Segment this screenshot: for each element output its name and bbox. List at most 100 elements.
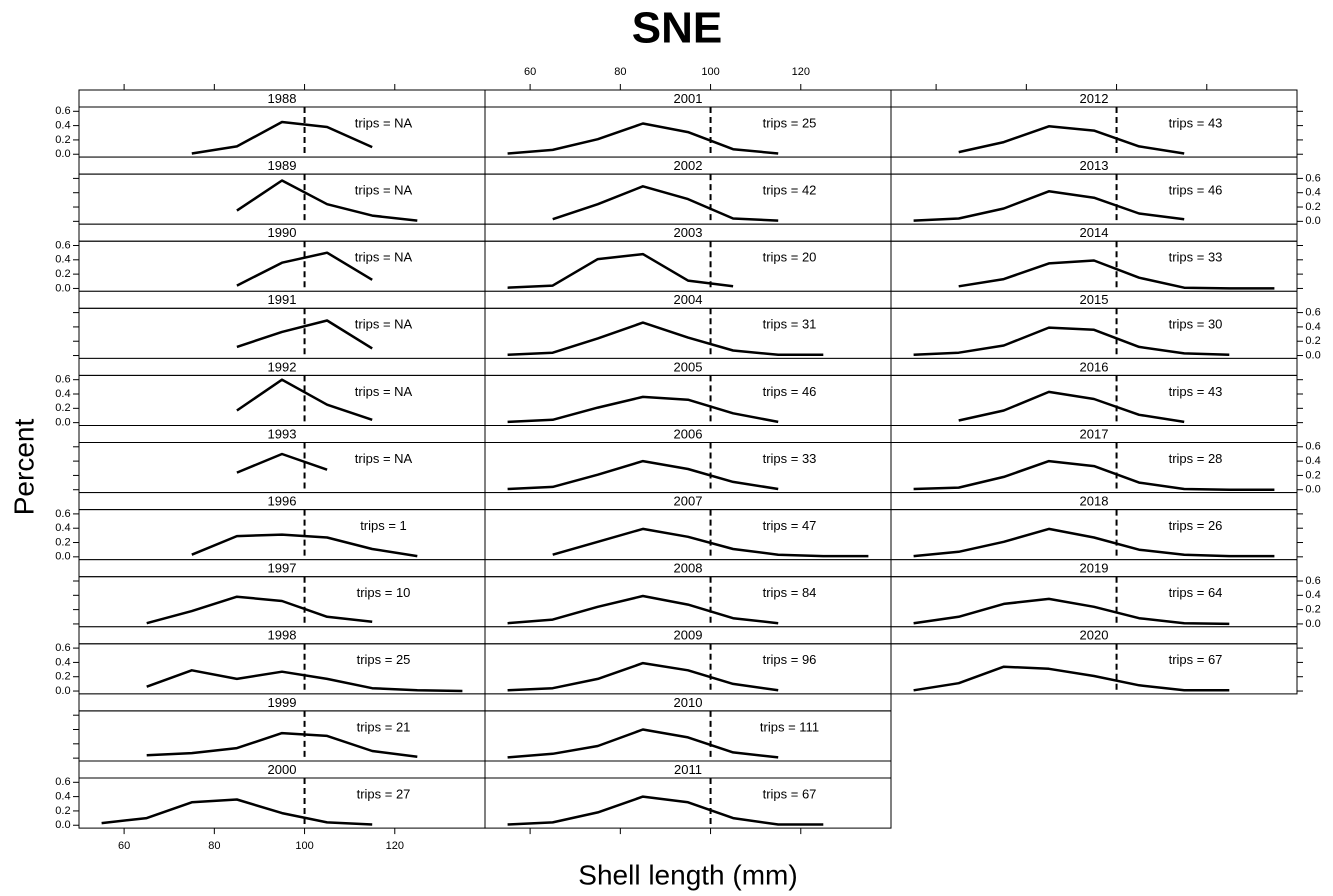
x-tick-label: 60	[524, 66, 536, 78]
panel	[78, 643, 486, 695]
strip-label: 2005	[674, 359, 703, 374]
strip-label: 2011	[674, 762, 702, 777]
strip-label: 2017	[1080, 426, 1109, 441]
trips-note: trips = 67	[763, 786, 817, 801]
data-line	[236, 251, 373, 287]
data-line	[958, 259, 1275, 290]
trips-note: trips = 67	[1169, 652, 1223, 667]
y-tick-label: 0.2	[1305, 469, 1320, 481]
y-tick-label: 0.0	[55, 148, 70, 160]
strip-label: 2006	[674, 426, 703, 441]
data-line	[507, 728, 779, 759]
panel	[484, 307, 892, 359]
strip-label: 1996	[268, 494, 297, 509]
data-line	[958, 125, 1185, 155]
panel	[484, 442, 892, 494]
strip-label: 2012	[1080, 91, 1109, 106]
strip-label: 2020	[1080, 628, 1109, 643]
y-tick-label: 0.4	[1305, 187, 1320, 199]
trips-note: trips = 33	[1169, 250, 1223, 265]
data-line	[913, 190, 1185, 222]
trips-note: trips = 25	[357, 652, 411, 667]
y-tick-label: 0.0	[55, 685, 70, 697]
strip-label: 2016	[1080, 359, 1109, 374]
x-tick-label: 60	[118, 840, 130, 852]
trips-note: trips = 10	[357, 585, 411, 600]
strip-label: 1999	[268, 695, 297, 710]
data-line	[552, 527, 869, 558]
y-tick-label: 0.2	[55, 536, 70, 548]
data-line	[913, 326, 1230, 357]
y-tick-label: 0.0	[55, 282, 70, 294]
y-tick-label: 0.0	[55, 551, 70, 563]
y-tick-label: 0.2	[55, 805, 70, 817]
x-tick-label: 80	[208, 840, 220, 852]
panel	[890, 240, 1298, 292]
panel	[890, 173, 1298, 225]
data-line	[507, 395, 779, 424]
data-line	[913, 527, 1275, 558]
strip-label: 1998	[268, 628, 297, 643]
trips-note: trips = 28	[1169, 451, 1223, 466]
y-axis-label: Percent	[8, 419, 39, 516]
x-tick-label: 100	[295, 840, 313, 852]
y-tick-label: 0.4	[55, 522, 70, 534]
strip-label: 1988	[268, 91, 297, 106]
trips-note: trips = 43	[1169, 115, 1223, 130]
panel	[484, 240, 892, 292]
strip-label: 2004	[674, 292, 703, 307]
y-tick-label: 0.6	[1305, 172, 1320, 184]
panel	[78, 710, 486, 762]
strip-label: 2010	[674, 695, 703, 710]
data-line	[191, 120, 373, 155]
panel	[78, 777, 486, 829]
y-tick-label: 0.2	[55, 134, 70, 146]
strip-label: 2014	[1080, 225, 1109, 240]
x-tick-label: 120	[386, 840, 404, 852]
y-tick-label: 0.2	[55, 402, 70, 414]
x-axis-label: Shell length (mm)	[578, 859, 797, 890]
y-tick-label: 0.4	[55, 388, 70, 400]
y-tick-label: 0.4	[1305, 321, 1320, 333]
y-tick-label: 0.2	[1305, 335, 1320, 347]
x-tick-label: 80	[614, 66, 626, 78]
strip-label: 2015	[1080, 292, 1109, 307]
y-tick-label: 0.6	[55, 374, 70, 386]
data-line	[191, 533, 418, 558]
panel	[78, 374, 486, 426]
panel	[78, 240, 486, 292]
strip-label: 1993	[268, 426, 297, 441]
trips-note: trips = 21	[357, 719, 411, 734]
trips-note: trips = 27	[357, 786, 411, 801]
panel	[484, 643, 892, 695]
trips-note: trips = 20	[763, 250, 817, 265]
strip-label: 1997	[268, 561, 297, 576]
strip-label: 2018	[1080, 494, 1109, 509]
panel	[78, 307, 486, 359]
data-line	[507, 795, 824, 826]
y-tick-label: 0.4	[55, 656, 70, 668]
trips-note: trips = 46	[763, 384, 817, 399]
data-line	[507, 459, 779, 491]
trips-note: trips = 96	[763, 652, 817, 667]
strip-label: 2008	[674, 561, 703, 576]
data-line	[236, 378, 373, 421]
y-tick-label: 0.2	[55, 671, 70, 683]
panel	[890, 374, 1298, 426]
data-line	[913, 459, 1275, 491]
y-tick-label: 0.6	[1305, 441, 1320, 453]
trips-note: trips = NA	[355, 384, 413, 399]
trips-note: trips = 111	[760, 719, 819, 734]
data-line	[552, 185, 779, 222]
data-line	[913, 665, 1230, 692]
trips-note: trips = 46	[1169, 183, 1223, 198]
y-tick-label: 0.4	[1305, 455, 1320, 467]
data-line	[958, 390, 1185, 424]
strip-label: 1990	[268, 225, 297, 240]
chart-title: SNE	[632, 4, 722, 53]
panel	[484, 777, 892, 829]
strip-label: 2019	[1080, 561, 1109, 576]
y-tick-label: 0.6	[1305, 307, 1320, 319]
y-tick-label: 0.6	[55, 105, 70, 117]
y-tick-label: 0.4	[55, 120, 70, 132]
